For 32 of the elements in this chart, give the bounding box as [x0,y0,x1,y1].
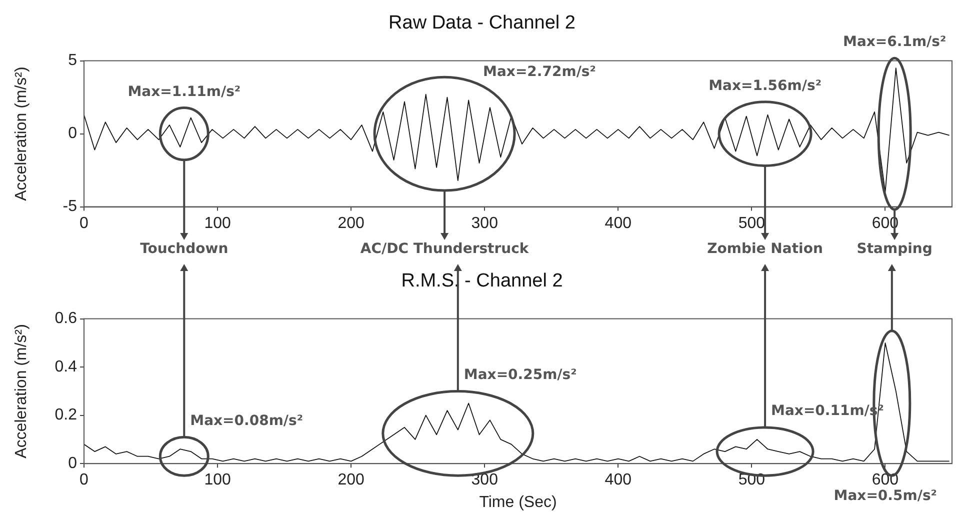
text: Stamping [856,241,932,257]
y-tick-label: 0.6 [54,310,78,328]
y-tick-label: 0 [68,125,78,142]
text: Max=0.5m/s² [834,488,937,504]
x-tick-label: 400 [604,214,632,232]
x-tick-label: 200 [338,214,365,232]
x-tick-label: 0 [80,214,89,232]
y-tick-label: 0.2 [54,406,78,424]
annotation: Max=1.11m/s² [128,84,241,100]
annotation: Max=0.08m/s² [190,413,303,430]
x-tick-label: 0 [80,472,89,489]
chart-title: R.M.S. - Channel 2 [401,270,563,292]
y-tick-label: -5 [62,198,78,216]
y-tick-label: 5 [68,52,78,70]
chart-title: Raw Data - Channel 2 [388,12,576,34]
annotation: Max=1.56m/s² [708,78,822,94]
y-tick-label: 0.4 [54,358,78,376]
y-axis-title: Acceleration (m/s²) [13,324,30,458]
x-tick-label: 100 [204,472,231,489]
x-tick-label: 400 [604,472,632,489]
y-axis-title: Acceleration (m/s²) [13,66,30,201]
text: Touchdown [140,241,228,257]
x-tick-label: 100 [204,214,231,232]
text: AC/DC Thunderstruck [360,241,529,257]
x-tick-label: 300 [471,214,498,232]
text: Max=6.1m/s² [843,34,946,50]
x-tick-label: 200 [338,472,365,489]
annotation: Max=0.25m/s² [464,367,577,384]
annotation: Max=2.72m/s² [483,64,596,80]
text: Zombie Nation [707,241,823,257]
y-tick-label: 0 [68,455,78,472]
x-axis-title: Time (Sec) [479,494,557,511]
